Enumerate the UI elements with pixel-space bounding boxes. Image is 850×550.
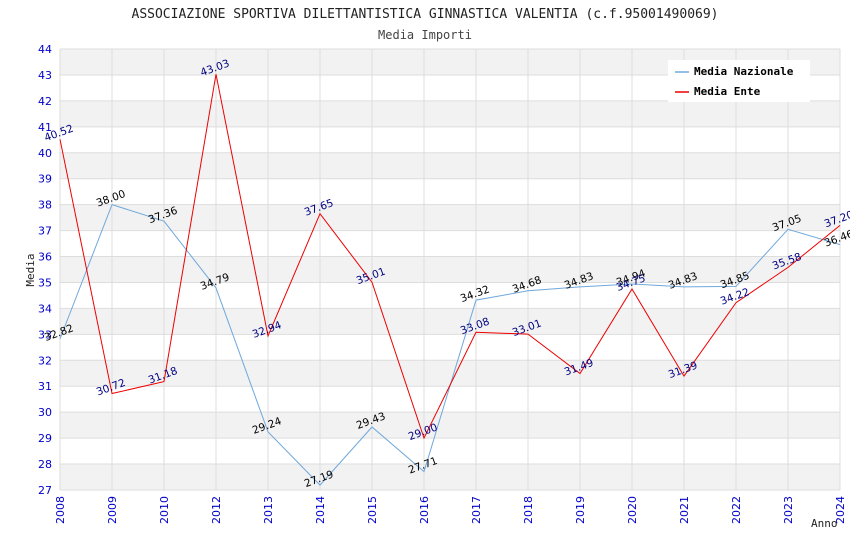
grid-band	[60, 464, 840, 490]
grid-band	[60, 204, 840, 231]
legend-label-ente: Media Ente	[694, 85, 761, 98]
y-tick-label: 44	[38, 43, 52, 56]
y-tick-label: 42	[38, 95, 52, 108]
x-tick-label: 2015	[366, 496, 379, 524]
series-line-nazionale	[59, 203, 841, 486]
series-lines	[59, 74, 841, 486]
x-tick-label: 2019	[574, 496, 587, 524]
y-tick-label: 37	[38, 225, 52, 238]
grid-band	[60, 360, 840, 387]
x-tick-label: 2024	[834, 496, 847, 524]
x-tick-label: 2014	[314, 496, 327, 524]
legend-box	[668, 60, 810, 102]
y-tick-label: 38	[38, 199, 52, 212]
y-tick-label: 31	[38, 380, 52, 393]
data-label: 32.82	[43, 322, 75, 344]
x-tick-label: 2016	[418, 496, 431, 524]
y-tick-label: 35	[38, 276, 52, 289]
y-tick-label: 34	[38, 302, 52, 315]
y-axis-label: Media	[24, 253, 37, 286]
chart-title: ASSOCIAZIONE SPORTIVA DILETTANTISTICA GI…	[132, 7, 719, 22]
legend: Media Nazionale Media Ente	[668, 60, 810, 102]
grid-band	[60, 152, 840, 179]
data-label: 36.46	[823, 228, 850, 250]
x-tick-label: 2020	[626, 496, 639, 524]
y-tick-label: 40	[38, 147, 52, 160]
chart-subtitle: Media Importi	[378, 28, 472, 42]
y-tick-label: 36	[38, 251, 52, 264]
grid-band	[60, 412, 840, 439]
x-tick-label: 2010	[158, 496, 171, 524]
y-tick-label: 27	[38, 484, 52, 497]
x-tick-label: 2022	[730, 496, 743, 524]
grid-bands	[60, 49, 840, 490]
x-tick-label: 2012	[210, 496, 223, 524]
y-tick-label: 43	[38, 69, 52, 82]
y-tick-label: 33	[38, 328, 52, 341]
y-tick-label: 32	[38, 354, 52, 367]
x-tick-label: 2018	[522, 496, 535, 524]
y-tick-label: 30	[38, 406, 52, 419]
grid-band	[60, 100, 840, 127]
y-tick-label: 29	[38, 432, 52, 445]
y-tick-label: 41	[38, 121, 52, 134]
y-tick-label: 28	[38, 458, 52, 471]
grid-band	[60, 308, 840, 335]
y-tick-label: 39	[38, 173, 52, 186]
x-tick-label: 2008	[54, 496, 67, 524]
y-tick-labels: 27 28 29 30 31 32 33 34 35 36 37 38 39 40 41 42 43 44	[38, 43, 52, 497]
x-axis-label: Anno	[811, 517, 838, 530]
x-tick-label: 2009	[106, 496, 119, 524]
x-tick-label: 2023	[782, 496, 795, 524]
x-tick-label: 2021	[678, 496, 691, 524]
series-line-ente	[59, 74, 841, 440]
grid-band	[60, 256, 840, 283]
x-tick-labels: 2008 2009 2010 2012 2013 2014 2015 2016 2017 2018…	[54, 496, 847, 524]
x-tick-label: 2017	[470, 496, 483, 524]
x-tick-label: 2013	[262, 496, 275, 524]
legend-label-nazionale: Media Nazionale	[694, 65, 794, 78]
